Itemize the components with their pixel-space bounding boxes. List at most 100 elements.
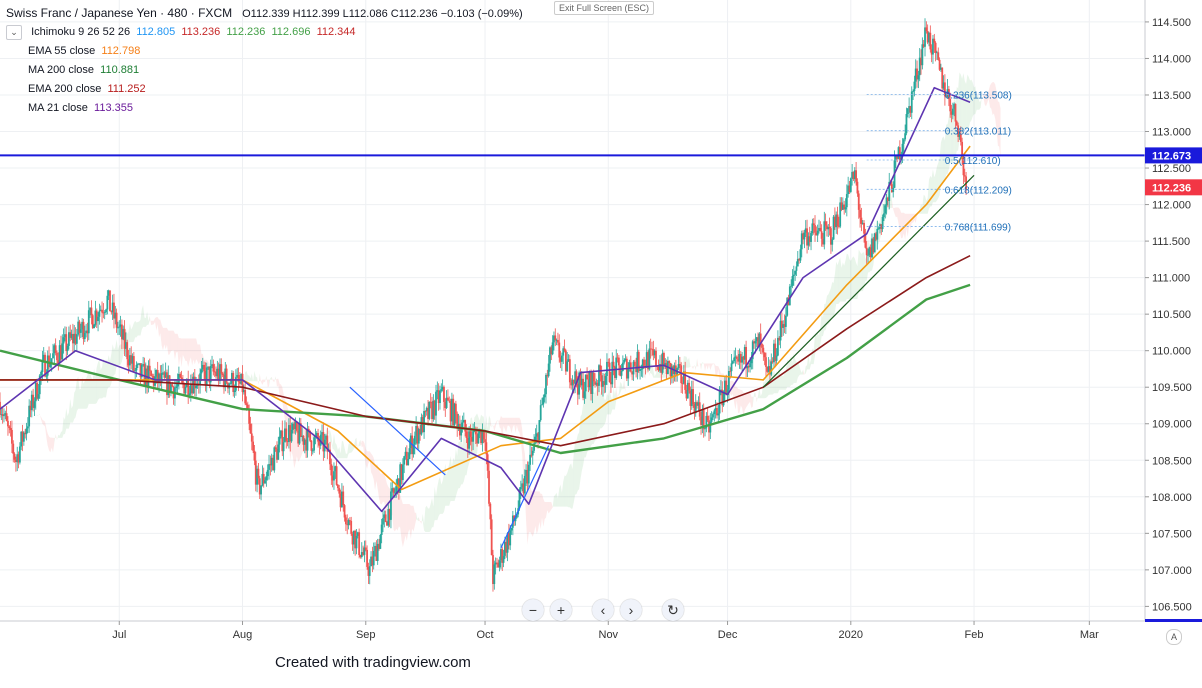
candle-body (38, 375, 41, 395)
candle-body (407, 459, 410, 465)
candle-body (493, 564, 496, 585)
cloud-segment (377, 464, 380, 499)
ichimoku-value-1: 112.805 (136, 26, 176, 38)
cloud-segment (923, 194, 926, 214)
candle-body (132, 356, 135, 371)
cloud-segment (610, 395, 613, 415)
cloud-segment (147, 311, 149, 325)
candle-body (397, 478, 400, 493)
candle-body (56, 352, 58, 361)
cloud-segment (502, 417, 504, 437)
candle-body (460, 429, 463, 436)
candle-body (241, 373, 244, 393)
cloud-segment (294, 429, 296, 469)
candle-body (254, 460, 257, 485)
candle-body (179, 373, 182, 378)
candle-body (93, 324, 95, 329)
candle-body (649, 348, 652, 350)
candle-body (193, 376, 196, 389)
cloud-segment (795, 359, 797, 383)
cloud-segment (143, 304, 145, 327)
candle-body (714, 407, 717, 411)
candle-body (780, 320, 783, 328)
candle-body (423, 410, 425, 433)
cloud-segment (759, 387, 761, 399)
cloud-segment (796, 361, 798, 383)
candle-body (510, 527, 513, 531)
cloud-segment (86, 375, 88, 409)
candle-body (533, 443, 535, 451)
ichimoku-label: Ichimoku 9 26 52 26 (31, 26, 131, 38)
candle-body (741, 356, 744, 363)
candle-body (351, 533, 354, 545)
cloud-segment (107, 355, 109, 390)
cloud-segment (799, 364, 801, 376)
cloud-segment (43, 420, 46, 427)
candle-body (11, 429, 13, 444)
cloud-segment (449, 455, 451, 506)
cloud-segment (80, 376, 83, 409)
cloud-segment (833, 274, 835, 317)
candle-body (849, 178, 852, 192)
exit-fullscreen-button[interactable]: Exit Full Screen (ESC) (554, 1, 655, 15)
scroll-forward-button[interactable]: › (620, 599, 642, 621)
ema55-row[interactable]: EMA 55 close 112.798 (28, 42, 523, 61)
zoom-out-button[interactable]: − (522, 599, 544, 621)
horizontal-line-price-tag: 112.673 (1152, 150, 1191, 162)
candle-body (231, 372, 233, 384)
cloud-segment (940, 138, 943, 186)
cloud-segment (910, 213, 912, 230)
candle-body (220, 364, 223, 374)
cloud-segment (693, 364, 695, 369)
cloud-segment (492, 424, 495, 432)
ichimoku-row[interactable]: ⌄ Ichimoku 9 26 52 26 112.805 113.236 11… (6, 23, 523, 42)
candle-body (716, 407, 718, 416)
candle-body (44, 354, 46, 377)
candle-body (392, 488, 395, 493)
cloud-segment (450, 455, 452, 501)
cloud-segment (618, 382, 621, 396)
auto-scale-button[interactable]: A (1166, 629, 1182, 645)
candle-body (277, 444, 280, 460)
candle-body (7, 420, 9, 427)
candle-body (725, 380, 728, 395)
ma21-row[interactable]: MA 21 close 113.355 (28, 99, 523, 118)
scroll-back-button[interactable]: ‹ (592, 599, 614, 621)
cloud-segment (428, 508, 430, 533)
candle-body (885, 197, 888, 206)
cloud-segment (196, 338, 198, 362)
cloud-segment (822, 304, 825, 337)
candle-body (60, 345, 62, 360)
cloud-segment (74, 390, 76, 419)
candle-body (750, 359, 753, 364)
cloud-segment (535, 491, 537, 535)
candle-body (380, 524, 383, 536)
cloud-segment (775, 371, 777, 394)
cloud-segment (527, 485, 529, 545)
zoom-in-button[interactable]: + (550, 599, 572, 621)
candle-body (461, 422, 464, 430)
cloud-segment (197, 344, 199, 365)
collapse-chevron-icon[interactable]: ⌄ (6, 24, 22, 40)
current-price-tag: 112.236 (1152, 182, 1191, 194)
reset-chart-button[interactable]: ↻ (662, 599, 684, 621)
candle-body (857, 193, 860, 210)
candle-body (930, 49, 933, 55)
cloud-segment (131, 326, 133, 343)
candle-body (333, 471, 335, 481)
ema200-row[interactable]: EMA 200 close 111.252 (28, 80, 523, 99)
candle-body (444, 401, 447, 409)
cloud-segment (494, 422, 496, 432)
y-tick-label: 107.500 (1152, 528, 1192, 540)
candle-body (884, 205, 887, 214)
candle-body (65, 334, 68, 352)
candle-body (134, 370, 137, 372)
cloud-segment (540, 493, 543, 530)
candle-body (796, 258, 799, 267)
cloud-segment (765, 375, 768, 398)
candle-body (74, 333, 77, 344)
ma200-row[interactable]: MA 200 close 110.881 (28, 61, 523, 80)
cloud-segment (547, 502, 549, 514)
candle-body (765, 357, 767, 367)
